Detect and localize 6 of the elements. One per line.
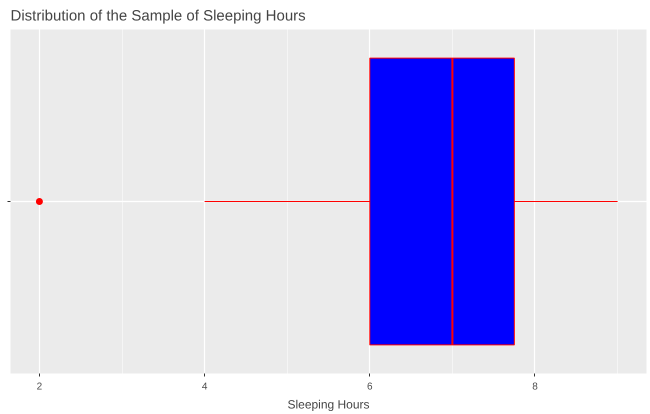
x-tick-label: 4 (202, 382, 208, 392)
chart-title: Distribution of the Sample of Sleeping Hours (10, 8, 306, 24)
x-tick-label: 6 (367, 382, 374, 392)
x-tick-label: 8 (532, 382, 538, 392)
x-tick-label: 2 (36, 382, 43, 392)
x-axis-title: Sleeping Hours (287, 398, 370, 412)
